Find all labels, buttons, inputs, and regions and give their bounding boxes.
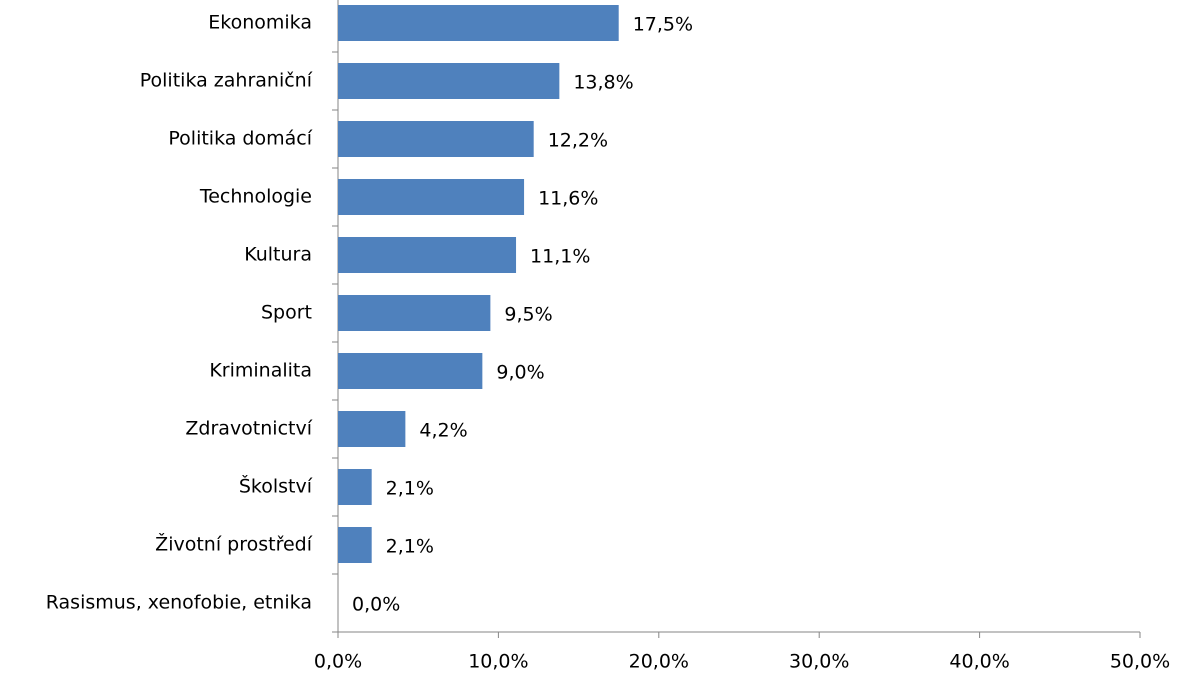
value-label: 9,5% [504, 304, 552, 326]
y-tick-label: Školství [239, 474, 313, 498]
bar [338, 469, 372, 505]
y-tick-label: Politika zahraniční [140, 70, 313, 92]
value-label: 4,2% [419, 420, 467, 442]
value-label: 2,1% [386, 536, 434, 558]
x-tick-label: 20,0% [629, 651, 689, 673]
y-tick-label: Životní prostředí [155, 533, 313, 556]
bar [338, 5, 619, 41]
value-label: 2,1% [386, 478, 434, 500]
y-tick-label: Technologie [199, 186, 312, 208]
bar [338, 237, 517, 273]
x-tick-label: 50,0% [1110, 651, 1170, 673]
value-label: 9,0% [496, 362, 544, 384]
bar [338, 411, 406, 447]
value-label: 17,5% [633, 14, 693, 36]
bar [338, 63, 560, 99]
bar [338, 527, 372, 563]
x-tick-label: 10,0% [468, 651, 528, 673]
y-tick-label: Politika domácí [168, 128, 312, 150]
value-label: 11,6% [538, 188, 598, 210]
bar [338, 121, 534, 157]
y-tick-label: Rasismus, xenofobie, etnika [46, 592, 312, 614]
value-label: 12,2% [548, 130, 608, 152]
x-tick-label: 40,0% [949, 651, 1009, 673]
value-label: 11,1% [530, 246, 590, 268]
bar [338, 295, 491, 331]
bar [338, 179, 525, 215]
bar [338, 353, 483, 389]
y-tick-label: Sport [261, 302, 312, 324]
x-tick-label: 0,0% [314, 651, 362, 673]
value-label: 0,0% [352, 594, 400, 616]
y-tick-label: Kultura [244, 244, 312, 266]
value-label: 13,8% [573, 72, 633, 94]
y-tick-label: Kriminalita [209, 360, 312, 382]
x-tick-label: 30,0% [789, 651, 849, 673]
y-tick-label: Ekonomika [208, 12, 312, 34]
y-tick-label: Zdravotnictví [185, 418, 312, 440]
